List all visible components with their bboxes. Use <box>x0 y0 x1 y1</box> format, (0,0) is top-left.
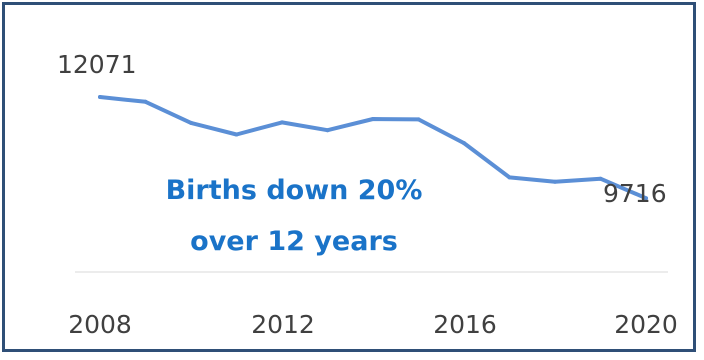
data-point-2019 <box>598 176 603 181</box>
data-point-2014 <box>371 117 375 121</box>
annotation-line-2: over 12 years <box>190 226 398 257</box>
x-tick-label-2012: 2012 <box>251 310 315 339</box>
data-point-2011 <box>234 132 239 137</box>
data-point-2015 <box>416 117 421 122</box>
data-point-2016 <box>462 141 466 146</box>
chart-frame <box>2 2 696 352</box>
data-point-2013 <box>325 128 330 133</box>
data-point-2009 <box>143 99 148 104</box>
annotation-line-1: Births down 20% <box>166 175 423 206</box>
data-point-2017 <box>507 175 512 180</box>
start-data-label: 12071 <box>57 50 137 79</box>
x-tick-label-2008: 2008 <box>68 310 132 339</box>
end-data-label: 9716 <box>603 179 667 208</box>
data-point-2008 <box>98 95 102 99</box>
data-point-2020 <box>644 196 648 201</box>
data-point-2012 <box>280 120 284 125</box>
x-tick-label-2016: 2016 <box>433 310 497 339</box>
data-point-2010 <box>189 120 193 125</box>
data-point-2018 <box>553 179 557 184</box>
x-tick-label-2020: 2020 <box>614 310 678 339</box>
